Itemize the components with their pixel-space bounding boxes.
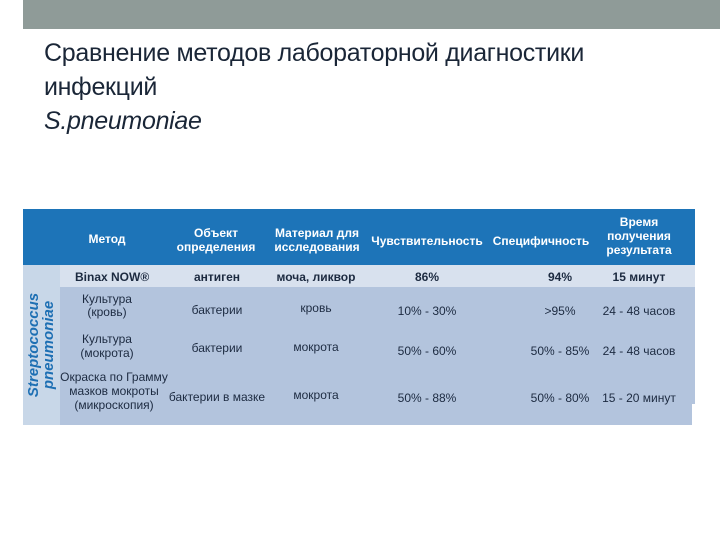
header-time-2: получения: [607, 229, 671, 243]
row-material: кровь: [300, 301, 332, 315]
comparison-table: Метод Объект определения Материал для ис…: [23, 209, 695, 425]
header-method: Метод: [88, 232, 126, 246]
side-label-text: Streptococcus pneumoniae: [25, 292, 57, 398]
row-sensitivity: 50% - 60%: [397, 344, 457, 358]
row-material: мокрота: [293, 340, 339, 354]
row-specificity: >95%: [544, 304, 576, 318]
table-header: Метод Объект определения Материал для ис…: [23, 209, 695, 265]
header-sensitivity: Чувствительность: [371, 234, 483, 248]
side-label-species: pneumoniae: [40, 300, 57, 390]
row-object: бактерии: [191, 303, 243, 317]
title-organism: S.pneumoniae: [44, 107, 202, 135]
row-specificity: 50% - 80%: [530, 391, 590, 405]
row-method-line-2: мазков мокроты: [69, 384, 159, 398]
header-specificity: Специфичность: [492, 234, 590, 248]
table-row-highlight: [60, 265, 695, 287]
row-method-line-1: Окраска по Грамму: [60, 370, 168, 384]
header-material-1: Материал для: [275, 226, 359, 240]
side-label-genus: Streptococcus: [25, 292, 42, 398]
row-method-line-3: (микроскопия): [74, 398, 154, 412]
row-time: 24 - 48 часов: [602, 304, 676, 318]
header-material-2: исследования: [274, 240, 360, 254]
row-method-line-2: (мокрота): [80, 346, 134, 360]
row-time: 24 - 48 часов: [602, 344, 676, 358]
row-specificity: 50% - 85%: [530, 344, 590, 358]
row-time: 15 минут: [612, 270, 666, 284]
row-material: моча, ликвор: [276, 270, 356, 284]
row-object: антиген: [193, 270, 241, 284]
row-object: бактерии: [191, 341, 243, 355]
row-method: Binax NOW®: [75, 270, 150, 284]
row-method-line-1: Культура: [82, 332, 132, 346]
organism-side-label: Streptococcus pneumoniae: [23, 265, 60, 425]
top-bar: [23, 0, 720, 29]
row-sensitivity: 86%: [414, 270, 440, 284]
row-method-line-2: (кровь): [87, 305, 127, 319]
row-material: мокрота: [293, 388, 339, 402]
header-time-3: результата: [606, 243, 672, 257]
row-object: бактерии в мазке: [168, 390, 266, 404]
header-time-1: Время: [619, 215, 659, 229]
slide-title: Сравнение методов лабораторной диагности…: [44, 36, 704, 138]
row-sensitivity: 50% - 88%: [397, 391, 457, 405]
row-method-line-1: Культура: [82, 292, 132, 306]
row-specificity: 94%: [547, 270, 573, 284]
header-object-2: определения: [176, 240, 256, 254]
header-object-1: Объект: [194, 226, 238, 240]
row-time: 15 - 20 минут: [602, 391, 676, 405]
row-sensitivity: 10% - 30%: [397, 304, 457, 318]
title-line-2: инфекций: [44, 73, 158, 101]
title-line-1: Сравнение методов лабораторной диагности…: [44, 39, 585, 67]
table-edge-strip: [692, 404, 695, 425]
